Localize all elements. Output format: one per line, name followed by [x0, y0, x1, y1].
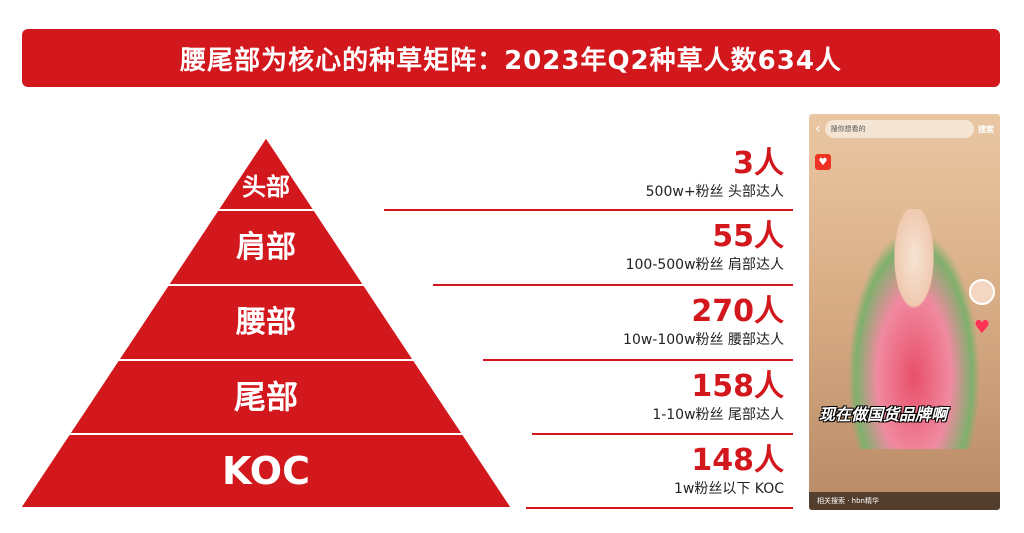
avatar[interactable]	[969, 279, 995, 305]
tier-description: 100-500w粉丝 肩部达人	[625, 257, 784, 273]
tier-count: 3人	[733, 146, 784, 181]
tier-divider-line	[532, 433, 793, 435]
tier-label: 肩部	[236, 229, 296, 265]
tier-label: 腰部	[236, 304, 296, 340]
tier-count: 148人	[691, 443, 784, 478]
phone-search-button[interactable]: 搜索	[978, 124, 994, 134]
video-caption: 现在做国货品牌啊	[819, 405, 948, 424]
pyramid-tier-5	[18, 433, 514, 509]
tier-count: 158人	[691, 369, 784, 404]
tier-description: 10w-100w粉丝 腰部达人	[623, 332, 784, 348]
phone-screenshot: ‹ 搜你想看的 搜索 ♥ ♥ 现在做国货品牌啊 相关搜索 · hbn精华	[809, 114, 1000, 510]
live-badge-icon: ♥	[815, 154, 831, 170]
tier-description: 500w+粉丝 头部达人	[645, 184, 784, 200]
tier-label: KOC	[222, 449, 310, 493]
influencer-photo	[839, 209, 989, 449]
tier-description: 1w粉丝以下 KOC	[673, 481, 784, 497]
tier-divider-line	[384, 209, 793, 211]
phone-topbar: ‹ 搜你想看的 搜索	[809, 114, 1000, 144]
heart-icon[interactable]: ♥	[973, 317, 991, 338]
page-title: 腰尾部为核心的种草矩阵：2023年Q2种草人数634人	[22, 29, 1000, 87]
tier-divider-line	[483, 359, 793, 361]
tier-count: 55人	[712, 219, 784, 254]
tier-description: 1-10w粉丝 尾部达人	[652, 407, 784, 423]
tier-label: 头部	[242, 172, 290, 201]
phone-search-input[interactable]: 搜你想看的	[824, 120, 974, 138]
phone-side-actions: ♥	[969, 279, 995, 338]
tier-count: 270人	[691, 294, 784, 329]
phone-bottom-bar[interactable]: 相关搜索 · hbn精华	[809, 492, 1000, 510]
tier-divider-line	[433, 284, 793, 286]
back-arrow-icon[interactable]: ‹	[815, 121, 821, 137]
tier-divider-line	[526, 507, 793, 509]
tier-label: 尾部	[233, 378, 299, 416]
